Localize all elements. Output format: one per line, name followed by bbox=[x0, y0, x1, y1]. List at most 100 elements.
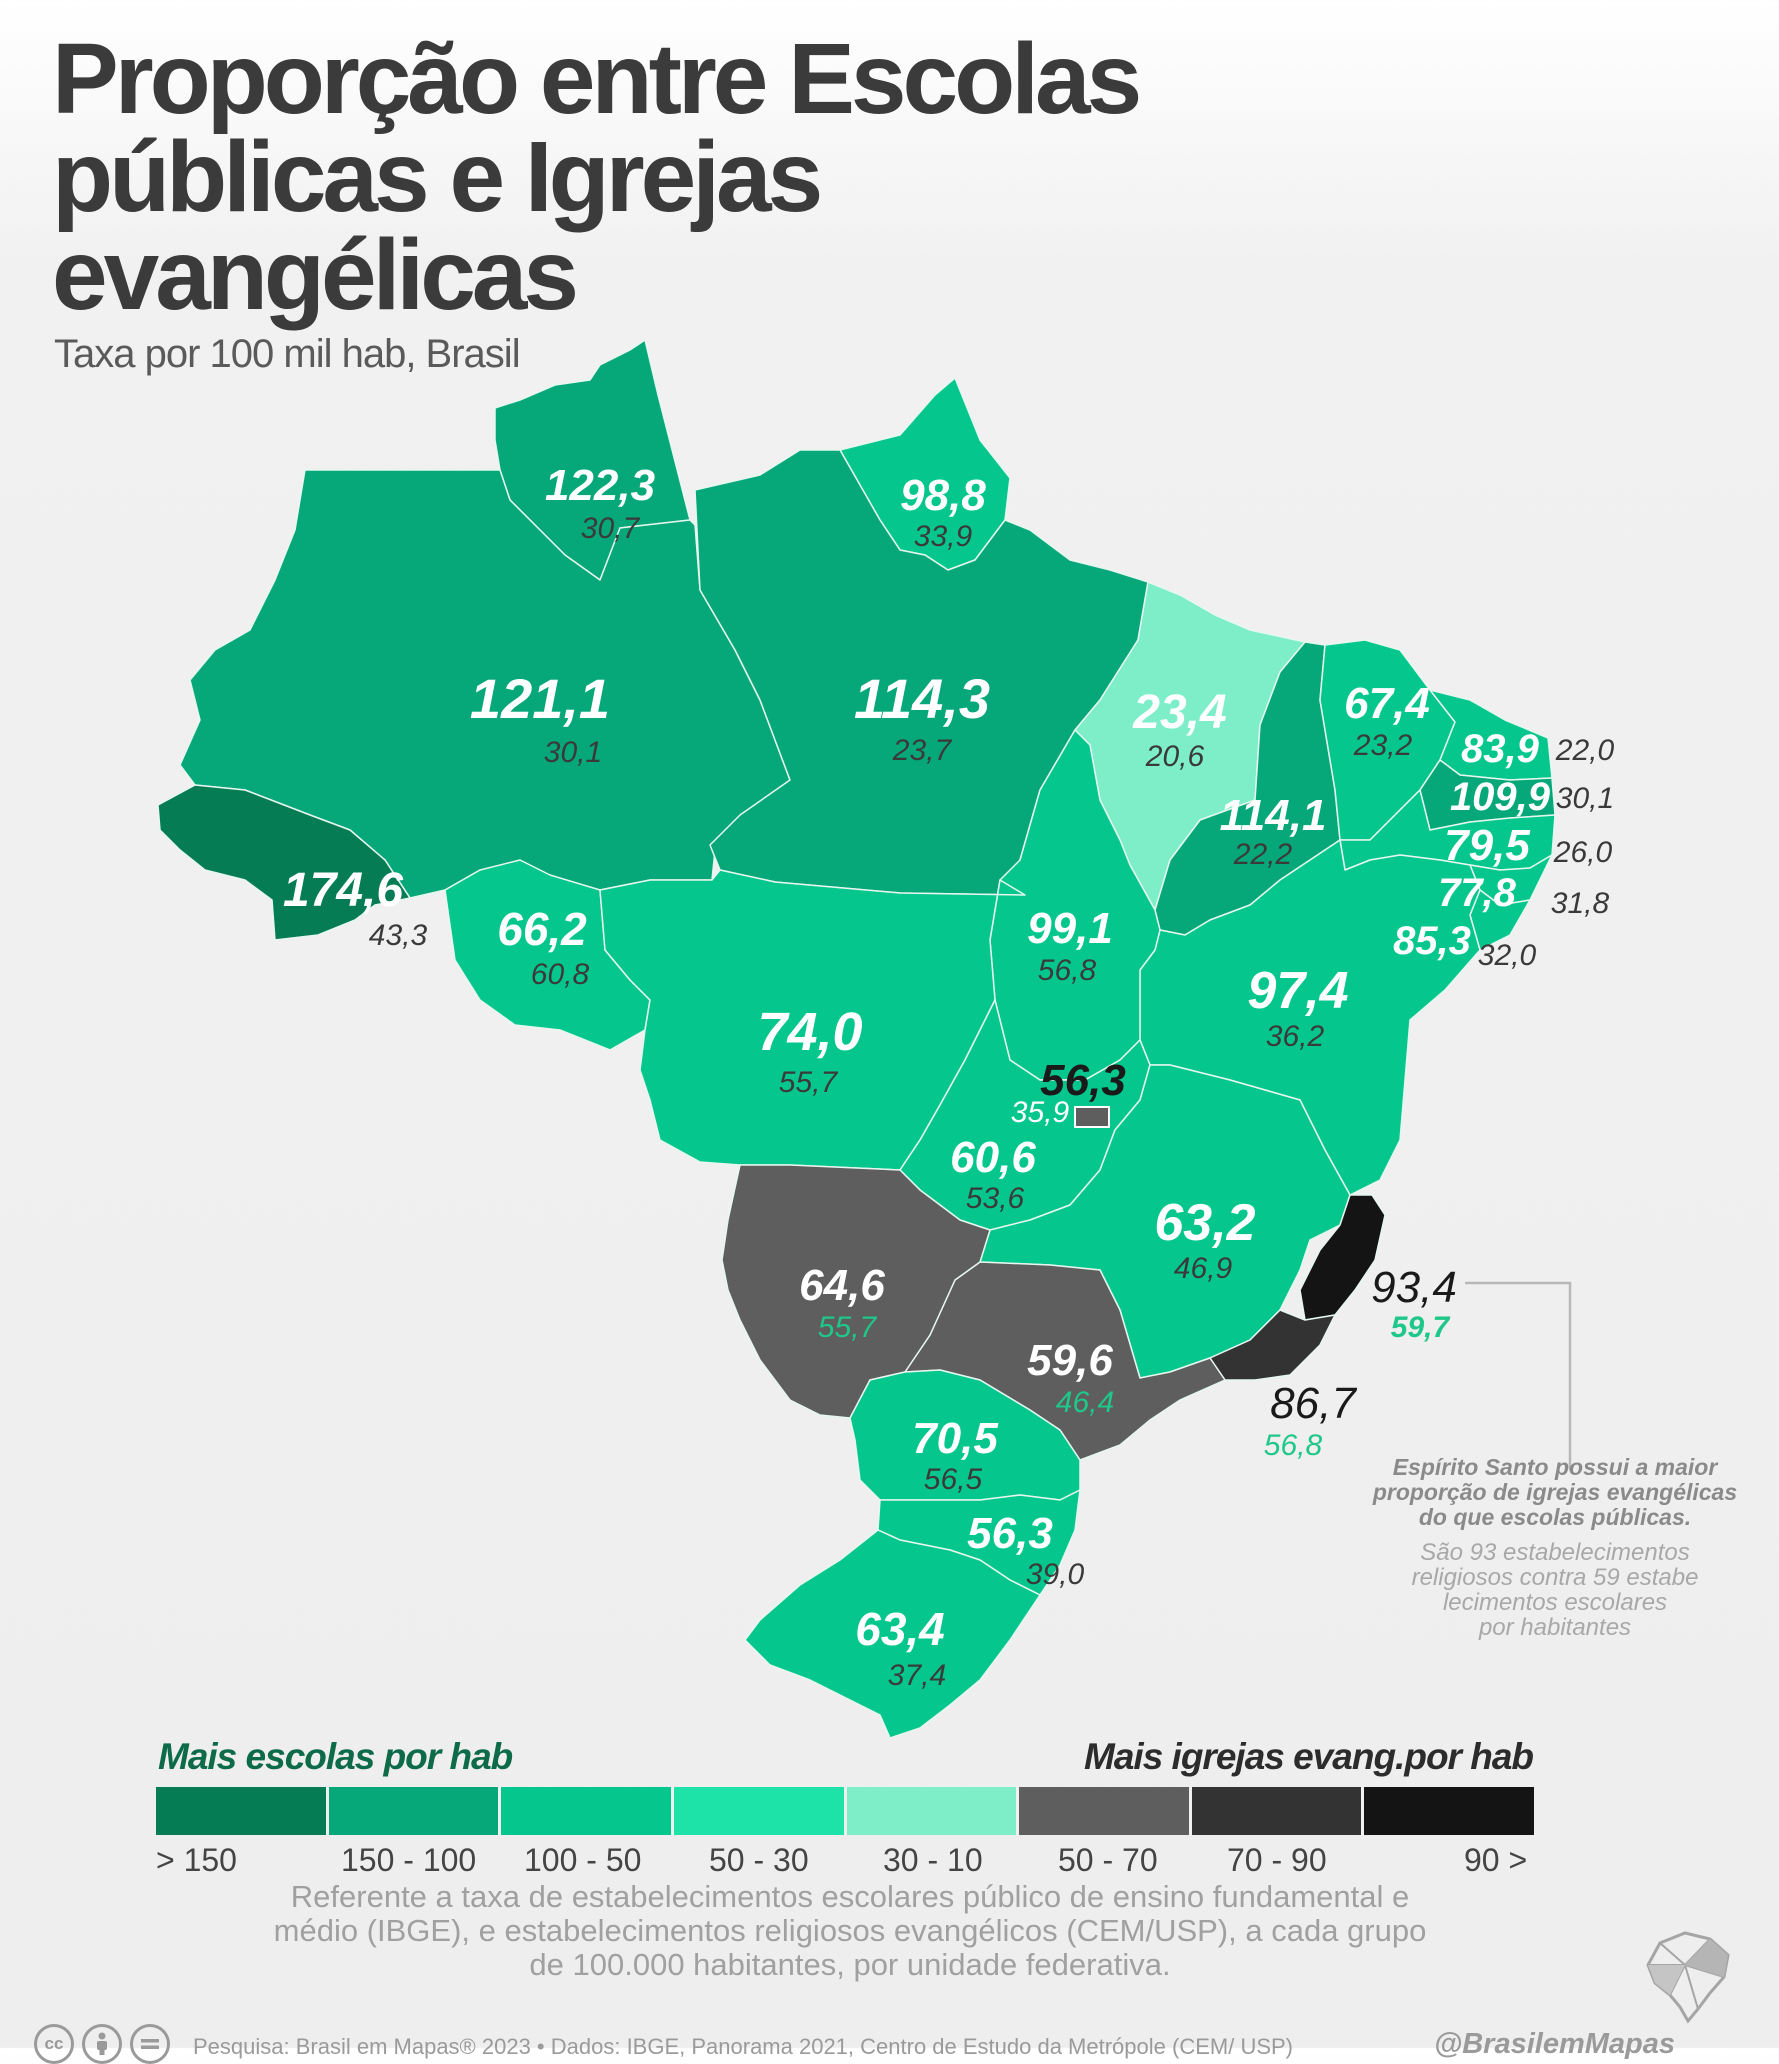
value-acre-churches: 43,3 bbox=[369, 919, 428, 952]
value-maranhao-churches: 20,6 bbox=[1145, 740, 1205, 773]
annotation-body-line: religiosos contra 59 estabe bbox=[1411, 1564, 1699, 1591]
license-icons: cc bbox=[34, 2024, 170, 2064]
annotation-leader-line bbox=[1465, 1281, 1572, 1470]
subtitle: Taxa por 100 mil hab, Brasil bbox=[54, 332, 521, 376]
value-piaui-churches: 22,2 bbox=[1233, 838, 1293, 871]
value-ms-schools: 64,6 bbox=[799, 1261, 885, 1310]
annotation-body-line: lecimentos escolares bbox=[1442, 1589, 1668, 1616]
value-goias-churches: 53,6 bbox=[966, 1182, 1025, 1215]
legend-swatch-50-30 bbox=[673, 1787, 847, 1835]
legend-label: 30 - 10 bbox=[883, 1842, 983, 1878]
by-icon bbox=[82, 2024, 122, 2064]
state-distrito-federal[interactable] bbox=[1074, 1106, 1110, 1128]
value-rs-schools: 63,4 bbox=[855, 1603, 945, 1655]
annotation-body-line: por habitantes bbox=[1478, 1614, 1632, 1641]
value-paraiba-schools: 109,9 bbox=[1450, 775, 1551, 819]
legend-label: 90 > bbox=[1464, 1842, 1528, 1878]
value-mato-grosso-churches: 55,7 bbox=[779, 1066, 839, 1099]
title-line: Proporção entre Escolas bbox=[52, 23, 1142, 135]
value-alagoas-churches: 31,8 bbox=[1551, 887, 1610, 920]
value-sergipe-schools: 85,3 bbox=[1393, 919, 1471, 963]
value-sc-schools: 56,3 bbox=[967, 1509, 1053, 1558]
state-rio-grande-do-sul[interactable] bbox=[744, 1529, 1041, 1739]
footnote-line: Referente a taxa de estabelecimentos esc… bbox=[290, 1879, 1410, 1914]
value-amazonas-schools: 121,1 bbox=[470, 667, 610, 730]
legend-swatch-90 bbox=[1364, 1787, 1534, 1835]
value-bahia-churches: 36,2 bbox=[1266, 1020, 1325, 1053]
legend-label: > 150 bbox=[156, 1842, 237, 1878]
value-amapa-churches: 33,9 bbox=[914, 520, 973, 553]
title-line: evangélicas bbox=[52, 219, 579, 331]
value-para-schools: 114,3 bbox=[854, 667, 990, 730]
legend-swatch-gt150 bbox=[156, 1787, 329, 1835]
value-ceara-churches: 23,2 bbox=[1353, 729, 1413, 762]
value-goias-schools: 60,6 bbox=[950, 1133, 1036, 1182]
value-tocantins-churches: 56,8 bbox=[1038, 954, 1097, 987]
legend-bar bbox=[156, 1787, 1534, 1835]
value-pernambuco-churches: 26,0 bbox=[1553, 836, 1613, 869]
brasil-em-mapas-logo bbox=[1646, 1931, 1730, 2024]
value-rn-churches: 22,0 bbox=[1555, 734, 1615, 767]
value-rj-churches: 56,8 bbox=[1264, 1429, 1323, 1462]
value-sp-schools: 59,6 bbox=[1027, 1336, 1113, 1385]
legend-labels: > 150 150 - 100 100 - 50 50 - 30 30 - 10… bbox=[156, 1842, 1534, 1882]
annotation-body: São 93 estabelecimentos religiosos contr… bbox=[1370, 1540, 1740, 1640]
value-rj-schools: 86,7 bbox=[1270, 1379, 1357, 1428]
value-roraima-churches: 30,7 bbox=[581, 512, 641, 545]
title-line: públicas e Igrejas bbox=[52, 121, 823, 233]
value-rondonia-schools: 66,2 bbox=[497, 903, 587, 955]
value-maranhao-schools: 23,4 bbox=[1132, 686, 1226, 739]
value-ms-churches: 55,7 bbox=[818, 1311, 878, 1344]
value-rs-churches: 37,4 bbox=[888, 1659, 946, 1692]
cc-icon: cc bbox=[34, 2024, 74, 2064]
value-amazonas-churches: 30,1 bbox=[544, 736, 602, 769]
value-bahia-schools: 97,4 bbox=[1247, 962, 1348, 1020]
value-amapa-schools: 98,8 bbox=[900, 471, 986, 520]
footnote: Referente a taxa de estabelecimentos esc… bbox=[200, 1880, 1500, 1982]
value-df-churches: 35,9 bbox=[1011, 1096, 1070, 1129]
credits: Pesquisa: Brasil em Mapas® 2023 • Dados:… bbox=[193, 2034, 1293, 2059]
value-mato-grosso-schools: 74,0 bbox=[757, 1002, 862, 1062]
legend-label: 50 - 30 bbox=[709, 1842, 809, 1878]
value-es-schools: 93,4 bbox=[1371, 1263, 1457, 1312]
value-roraima-schools: 122,3 bbox=[545, 461, 655, 510]
nd-icon bbox=[130, 2024, 170, 2064]
value-rn-schools: 83,9 bbox=[1461, 727, 1540, 771]
legend-swatch-50-70 bbox=[1019, 1787, 1192, 1835]
footnote-line: de 100.000 habitantes, por unidade feder… bbox=[529, 1947, 1171, 1982]
value-df-schools: 56,3 bbox=[1040, 1056, 1126, 1105]
value-paraiba-churches: 30,1 bbox=[1556, 782, 1614, 815]
annotation-title: Espírito Santo possui a maior proporção … bbox=[1340, 1455, 1770, 1530]
value-piaui-schools: 114,1 bbox=[1220, 791, 1327, 840]
legend-swatch-70-90 bbox=[1191, 1787, 1365, 1835]
value-tocantins-schools: 99,1 bbox=[1027, 904, 1113, 953]
value-minas-schools: 63,2 bbox=[1154, 1194, 1255, 1252]
value-sergipe-churches: 32,0 bbox=[1478, 939, 1537, 972]
page-title: Proporção entre Escolas públicas e Igrej… bbox=[52, 23, 1152, 331]
legend-swatch-100-50 bbox=[501, 1787, 674, 1835]
footnote-line: médio (IBGE), e estabelecimentos religio… bbox=[273, 1913, 1427, 1948]
value-parana-schools: 70,5 bbox=[912, 1414, 998, 1463]
value-sc-churches: 39,0 bbox=[1026, 1558, 1085, 1591]
value-rondonia-churches: 60,8 bbox=[531, 958, 590, 991]
value-minas-churches: 46,9 bbox=[1174, 1252, 1233, 1285]
social-handle: @BrasilemMapas bbox=[1433, 2028, 1675, 2060]
legend-label: 150 - 100 bbox=[341, 1842, 477, 1878]
annotation-title-line: proporção de igrejas evangélicas bbox=[1372, 1479, 1738, 1505]
value-acre-schools: 174,6 bbox=[283, 864, 403, 917]
value-es-churches: 59,7 bbox=[1391, 1311, 1451, 1344]
legend-swatch-150-100 bbox=[328, 1787, 502, 1835]
state-acre[interactable] bbox=[157, 784, 411, 941]
legend-heading-churches: Mais igrejas evang.por hab bbox=[1084, 1736, 1534, 1777]
legend-swatch-30-10 bbox=[846, 1787, 1020, 1835]
value-ceara-schools: 67,4 bbox=[1344, 679, 1430, 728]
value-alagoas-schools: 77,8 bbox=[1438, 871, 1517, 915]
legend-heading-schools: Mais escolas por hab bbox=[158, 1736, 513, 1777]
value-sp-churches: 46,4 bbox=[1056, 1386, 1114, 1419]
value-parana-churches: 56,5 bbox=[924, 1463, 983, 1496]
annotation-body-line: São 93 estabelecimentos bbox=[1420, 1539, 1690, 1566]
state-rio-de-janeiro[interactable] bbox=[1209, 1309, 1336, 1381]
annotation-title-line: Espírito Santo possui a maior bbox=[1392, 1454, 1718, 1480]
legend-label: 100 - 50 bbox=[524, 1842, 642, 1878]
